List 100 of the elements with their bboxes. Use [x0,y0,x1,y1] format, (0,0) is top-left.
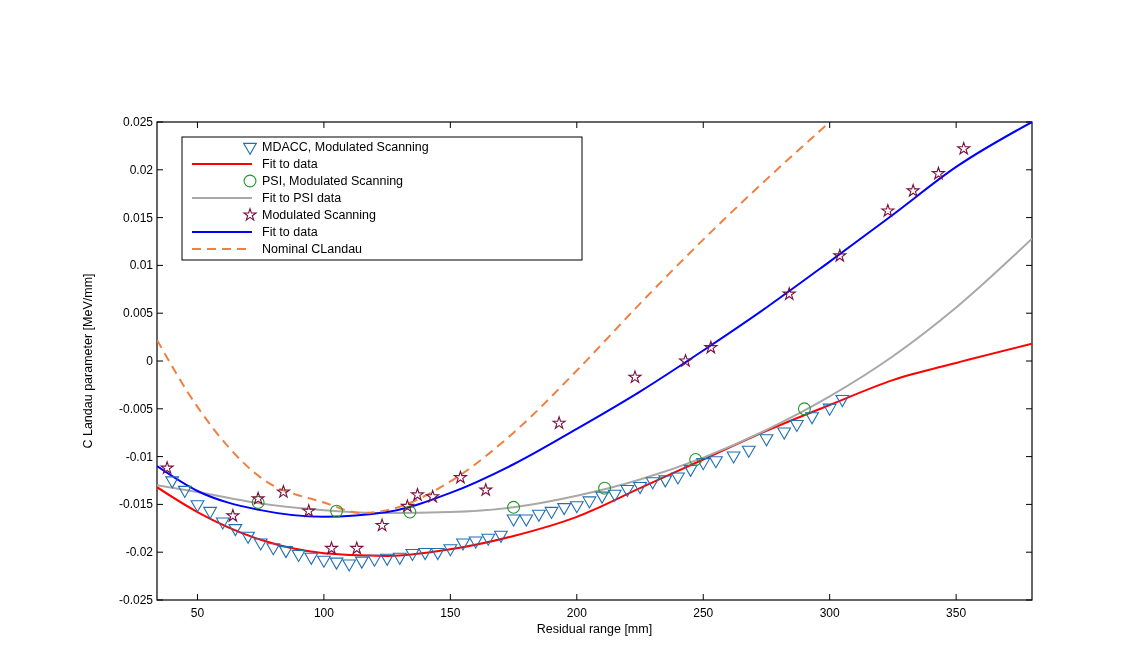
point [190,500,205,513]
point [931,166,945,180]
point [215,517,230,530]
y-tick-label: -0.015 [118,497,154,512]
y-tick-label: 0.02 [129,162,154,177]
point [906,183,920,197]
point [380,553,395,566]
point [683,464,698,477]
point [678,354,693,367]
point [279,546,293,559]
point [251,496,265,509]
point [598,481,612,495]
y-tick-label: 0.01 [129,258,154,273]
point [304,552,319,565]
point [354,556,369,569]
point [519,514,534,527]
point [957,141,971,155]
point [633,482,647,495]
point [607,489,622,502]
point [552,416,566,429]
x-tick-label: 300 [819,606,841,620]
point [506,514,521,527]
x-axis-title: Residual range [mm] [536,622,653,636]
point [302,504,316,517]
y-axis-title: C Landau parameter [MeV/mm] [81,273,95,449]
point [789,419,804,432]
point [822,403,837,416]
point [671,472,685,485]
point [797,402,811,416]
y-tick-label: -0.02 [125,545,154,560]
point [782,287,796,300]
legend-label: Nominal CLandau [262,242,363,256]
point [241,531,255,544]
y-tick-label: -0.01 [125,449,154,464]
point [777,427,792,440]
point [595,491,609,504]
point [620,484,635,497]
point [805,412,819,425]
point [392,552,407,565]
point [430,547,445,561]
point [759,434,774,447]
y-tick-label: 0.025 [122,115,154,129]
y-tick-label: 0.005 [122,306,154,321]
point [203,506,218,519]
point [544,506,559,519]
point [165,476,180,489]
point [418,547,432,561]
legend-label: Fit to PSI data [262,191,342,205]
y-tick-label: 0 [146,354,154,368]
point [410,487,425,501]
point [375,518,389,532]
point [479,483,493,496]
line-series [157,237,1032,514]
point [708,456,723,469]
legend-label: Fit to data [262,225,318,239]
legend-label: MDACC, Modulated Scanning [262,140,429,154]
point [350,541,364,555]
point [456,538,470,551]
point [582,496,597,509]
legend-label: PSI, Modulated Scanning [262,174,404,188]
x-tick-label: 250 [693,606,714,620]
x-tick-label: 150 [440,606,461,620]
point [324,541,339,555]
point [253,538,268,551]
x-tick-label: 200 [566,606,588,620]
x-tick-label: 350 [946,606,967,620]
y-tick-label: -0.005 [118,401,154,416]
point [481,533,496,546]
point [276,485,291,498]
point [569,501,584,514]
point [342,559,357,572]
point [266,543,281,556]
point [426,489,440,503]
point [160,461,174,474]
legend-label: Modulated Scanning [262,208,377,222]
point [833,248,847,262]
point [251,491,265,505]
point [330,504,344,518]
point [689,453,703,466]
legend-label: Fit to data [262,157,318,171]
y-tick-label: 0.015 [122,210,154,225]
point [367,554,382,567]
point [726,451,741,464]
point [403,505,417,519]
point [453,470,468,484]
point [881,204,895,217]
point [291,549,306,562]
x-tick-label: 50 [190,606,205,620]
point [628,370,642,383]
point [468,536,483,549]
point [645,477,660,490]
point [507,500,521,514]
point [835,395,850,408]
y-tick-label: -0.025 [118,593,154,607]
x-tick-label: 100 [313,606,335,620]
point [443,544,458,557]
line-series [157,122,1032,518]
point [228,524,243,537]
point [531,509,546,522]
point [400,499,414,512]
